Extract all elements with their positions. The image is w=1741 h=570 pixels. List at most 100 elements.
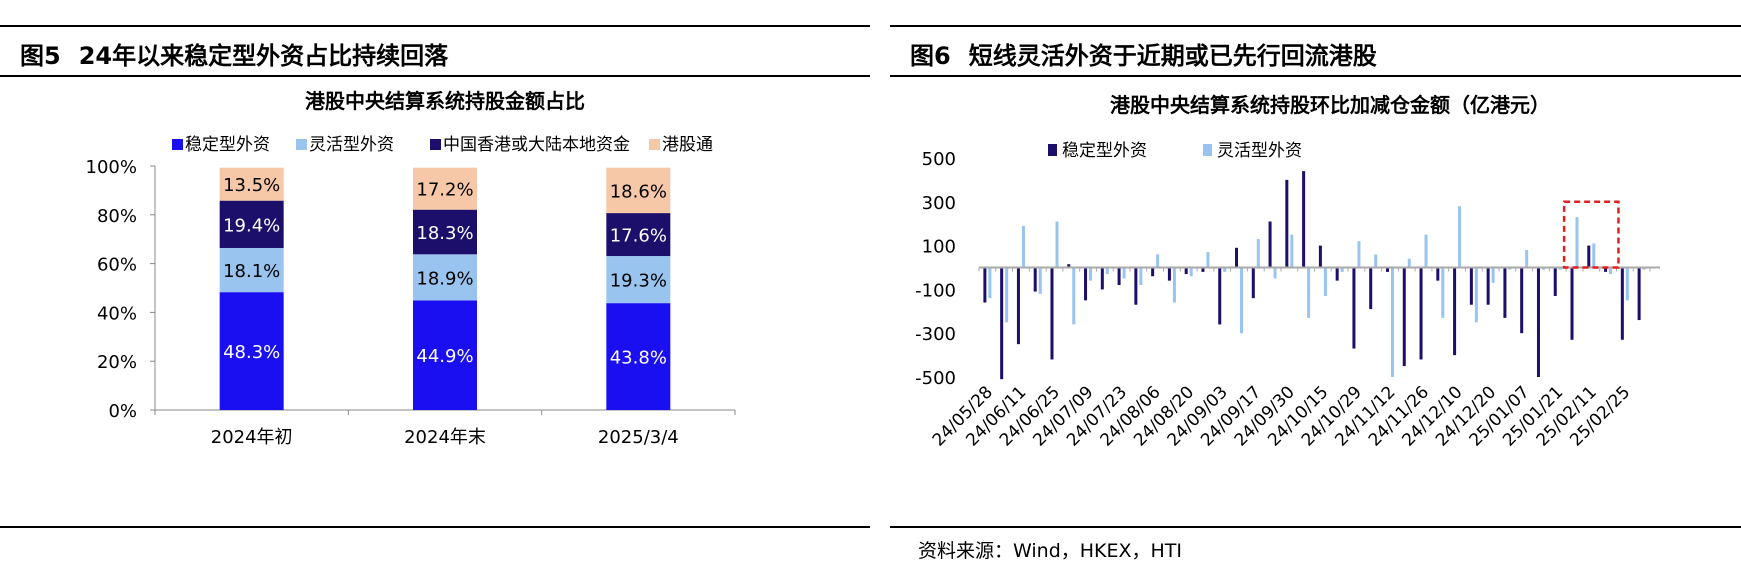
bar	[1402, 267, 1406, 367]
y-tick-label: 60%	[97, 255, 137, 276]
bar	[1604, 267, 1608, 272]
bar	[1122, 267, 1126, 279]
bar	[1486, 267, 1490, 305]
bottom-rule	[890, 526, 1741, 528]
figure-5-panel: 图5 24年以来稳定型外资占比持续回落 港股中央结算系统持股金额占比 稳定型外资 灵活…	[0, 0, 870, 570]
bar	[1424, 234, 1428, 268]
bar	[1218, 267, 1222, 325]
legend-label-1: 稳定型外资	[1062, 141, 1147, 161]
bar	[1419, 267, 1423, 360]
bar	[988, 267, 992, 299]
bar	[1089, 267, 1093, 281]
header-rule	[0, 75, 870, 77]
y-tick-label: -100	[915, 280, 956, 301]
bar	[1117, 267, 1121, 286]
bar	[1352, 267, 1356, 349]
y-tick-label: -300	[915, 324, 956, 345]
bar	[1290, 234, 1294, 268]
bar	[1407, 258, 1411, 268]
legend-swatch-1	[172, 139, 183, 150]
bar-segment	[219, 167, 284, 201]
data-label: 18.3%	[416, 223, 473, 244]
bar	[1184, 267, 1188, 275]
legend-swatch-3	[430, 139, 441, 150]
bar	[1374, 254, 1378, 268]
bar	[1005, 267, 1009, 323]
bar-segment	[219, 247, 284, 293]
bar	[1558, 267, 1562, 270]
bar-segment	[413, 254, 477, 301]
bar	[1340, 267, 1344, 272]
bar	[1167, 267, 1171, 281]
bar	[1285, 179, 1289, 268]
bar	[1491, 267, 1495, 283]
legend-label-4: 港股通	[662, 135, 713, 155]
y-tick-label: 0%	[108, 401, 137, 422]
bar	[1587, 245, 1591, 268]
bar	[1642, 267, 1646, 270]
bar	[1441, 267, 1445, 318]
bar	[1139, 267, 1143, 286]
data-label: 48.3%	[223, 342, 280, 363]
legend-label-2: 灵活型外资	[1217, 141, 1302, 161]
bar	[1156, 254, 1160, 268]
bar	[1302, 171, 1306, 268]
bar	[983, 267, 987, 303]
y-tick-label: -500	[915, 368, 956, 389]
bar	[1436, 267, 1440, 281]
bar	[1134, 267, 1138, 305]
bar-segment	[219, 292, 284, 410]
y-tick-label: 80%	[97, 206, 137, 227]
figure-6-title: 图6 短线灵活外资于近期或已先行回流港股	[910, 36, 1377, 71]
bar	[1536, 267, 1540, 377]
bar	[1050, 267, 1054, 360]
data-label: 18.6%	[610, 181, 667, 202]
data-label: 18.1%	[223, 261, 280, 282]
bar-segment	[606, 256, 671, 304]
y-tick-label: 20%	[97, 352, 137, 373]
legend-swatch-1	[1048, 144, 1057, 156]
y-tick-label: 40%	[97, 303, 137, 324]
bar	[1575, 217, 1579, 268]
bar	[1251, 267, 1255, 299]
legend-label-2: 灵活型外资	[309, 135, 394, 155]
grouped-bar-chart: 港股中央结算系统持股环比加减仓金额（亿港元） 稳定型外资 灵活型外资 -500 -300…	[915, 93, 1660, 451]
data-label: 44.9%	[416, 346, 473, 367]
figure-5-heading: 24年以来稳定型外资占比持续回落	[78, 42, 449, 70]
bar	[1357, 241, 1361, 268]
header-rule	[890, 75, 1741, 77]
bar	[1201, 267, 1205, 272]
bar	[1016, 267, 1020, 345]
bottom-rule	[0, 526, 870, 528]
bar	[1503, 267, 1507, 318]
figure-5-number: 图5	[20, 42, 61, 70]
bar	[1592, 243, 1596, 268]
bar	[1151, 267, 1155, 277]
bar	[1541, 267, 1545, 270]
bar	[1390, 267, 1394, 377]
bar	[1474, 267, 1478, 323]
x-tick-label: 2024年末	[404, 427, 486, 448]
bar	[1318, 245, 1322, 268]
bar-segment	[413, 209, 477, 255]
data-label: 17.2%	[416, 180, 473, 201]
bar	[1268, 221, 1272, 268]
bar	[1000, 267, 1004, 380]
bar-segment	[606, 167, 671, 214]
legend-swatch-2	[296, 139, 307, 150]
figure-6-number: 图6	[910, 42, 951, 70]
bar	[1084, 267, 1088, 301]
chart-title: 港股中央结算系统持股环比加减仓金额（亿港元）	[1110, 93, 1550, 117]
data-label: 17.6%	[610, 226, 667, 247]
bar	[1570, 267, 1574, 340]
bar	[1323, 267, 1327, 296]
chart-title: 港股中央结算系统持股金额占比	[305, 89, 585, 113]
bar	[1235, 247, 1239, 268]
bar	[1369, 267, 1373, 310]
bar-segment	[413, 167, 477, 210]
bar	[1637, 267, 1641, 321]
data-label: 19.3%	[610, 271, 667, 292]
bar-segment	[606, 213, 671, 257]
bar-segment	[219, 200, 284, 248]
